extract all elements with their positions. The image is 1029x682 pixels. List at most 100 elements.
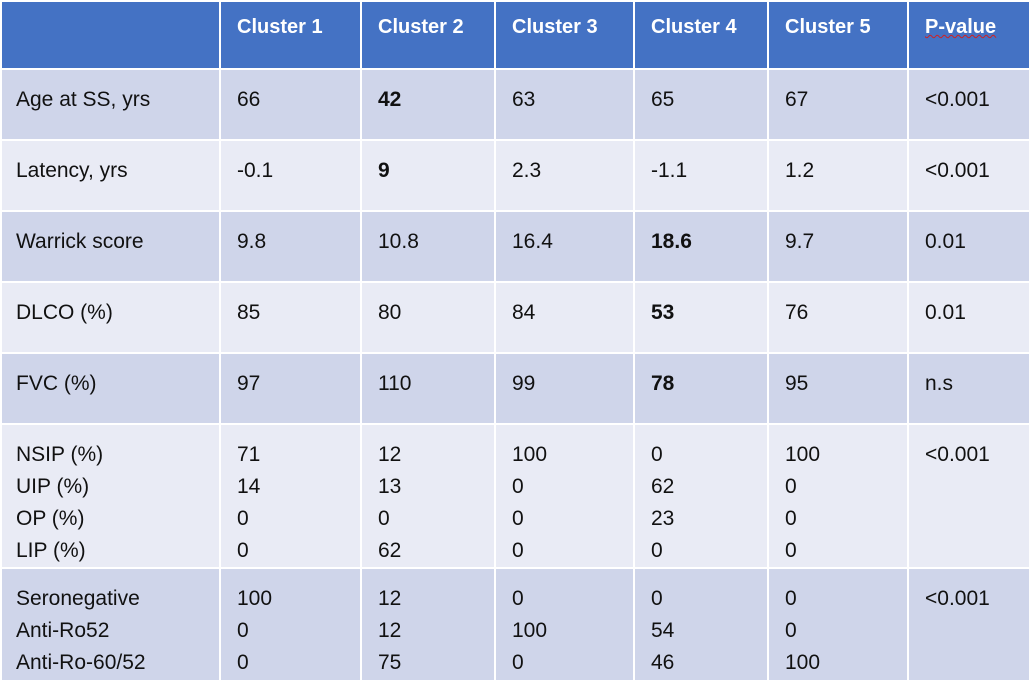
value-cell: 63 [494, 68, 635, 141]
value-cell: 0.01 [907, 281, 1029, 354]
row-label-cell: Seronegative Anti-Ro52 Anti-Ro-60/52 [0, 567, 221, 682]
cell-line: 0 [512, 651, 524, 674]
value-cell: 100 0 0 [219, 567, 362, 682]
cell-line: <0.001 [925, 587, 990, 610]
table-row: FVC (%) 97 110 99 78 95 n.s [0, 352, 1029, 425]
value-cell: -1.1 [633, 139, 769, 212]
row-label-cell: NSIP (%) UIP (%) OP (%) LIP (%) [0, 423, 221, 569]
cell-line: 54 [651, 619, 675, 642]
value-cell: 0 62 23 0 [633, 423, 769, 569]
header-cell: Cluster 3 [494, 0, 635, 70]
cell-line: 0 [785, 587, 797, 610]
value-cell: 16.4 [494, 210, 635, 283]
cell-text: 63 [512, 88, 536, 111]
cell-line: 100 [237, 587, 273, 610]
cell-text: 65 [651, 88, 675, 111]
header-text: P-value [925, 16, 997, 38]
header-cell: P-value [907, 0, 1029, 70]
value-cell: 42 [360, 68, 496, 141]
value-cell: <0.001 [907, 68, 1029, 141]
cell-line: 62 [651, 475, 675, 498]
cell-line: 0 [512, 507, 524, 530]
table-row: Latency, yrs -0.1 9 2.3 -1.1 1.2 <0.001 [0, 139, 1029, 212]
cell-text: 1.2 [785, 159, 815, 182]
cell-text: 9.7 [785, 230, 815, 253]
value-cell: 9.8 [219, 210, 362, 283]
value-cell: 78 [633, 352, 769, 425]
cell-line: 0 [237, 651, 249, 674]
cell-line: 0 [512, 587, 524, 610]
value-cell: 9.7 [767, 210, 909, 283]
cell-text: 10.8 [378, 230, 419, 253]
cell-line: 14 [237, 475, 261, 498]
table-row: Warrick score 9.8 10.8 16.4 18.6 9.7 0.01 [0, 210, 1029, 283]
cell-line: 13 [378, 475, 402, 498]
cell-text: 99 [512, 372, 536, 395]
value-cell: 10.8 [360, 210, 496, 283]
cell-text: 42 [378, 88, 402, 111]
header-cell: Cluster 4 [633, 0, 769, 70]
table-row: Seronegative Anti-Ro52 Anti-Ro-60/52 100 0 0 1… [0, 567, 1029, 682]
cell-line: NSIP (%) [16, 443, 104, 466]
value-cell: 65 [633, 68, 769, 141]
cell-line: 100 [785, 651, 821, 674]
row-label-cell: FVC (%) [0, 352, 221, 425]
cell-line: 100 [785, 443, 821, 466]
value-cell: 76 [767, 281, 909, 354]
cell-line: LIP (%) [16, 539, 86, 562]
value-cell: 100 0 0 0 [494, 423, 635, 569]
cell-text: 95 [785, 372, 809, 395]
cell-text: 9 [378, 159, 390, 182]
value-cell: 84 [494, 281, 635, 354]
cell-line: 0 [651, 587, 663, 610]
cell-line: 75 [378, 651, 402, 674]
cell-text: <0.001 [925, 88, 990, 111]
value-cell: 12 12 75 [360, 567, 496, 682]
table-body: Age at SS, yrs 66 42 63 65 67 <0.001 Latency, y… [0, 68, 1029, 682]
cell-text: DLCO (%) [16, 301, 113, 324]
cell-line: OP (%) [16, 507, 85, 530]
cell-line: Anti-Ro-60/52 [16, 651, 146, 674]
cell-line: 0 [237, 619, 249, 642]
cell-text: 18.6 [651, 230, 692, 253]
header-text: Cluster 1 [237, 16, 323, 38]
cell-text: Latency, yrs [16, 159, 128, 182]
value-cell: -0.1 [219, 139, 362, 212]
cell-text: -1.1 [651, 159, 688, 182]
cell-text: 78 [651, 372, 675, 395]
header-cell: Cluster 1 [219, 0, 362, 70]
value-cell: 18.6 [633, 210, 769, 283]
cell-line: 0 [378, 507, 390, 530]
cell-text: 9.8 [237, 230, 267, 253]
header-text: Cluster 4 [651, 16, 737, 38]
header-text: Cluster 5 [785, 16, 871, 38]
cell-text: 84 [512, 301, 536, 324]
header-cell: Cluster 2 [360, 0, 496, 70]
cell-text: 16.4 [512, 230, 553, 253]
value-cell: 12 13 0 62 [360, 423, 496, 569]
value-cell: 0.01 [907, 210, 1029, 283]
cell-line: Anti-Ro52 [16, 619, 110, 642]
cell-line: 0 [785, 507, 797, 530]
cell-text: 0.01 [925, 301, 966, 324]
value-cell: 80 [360, 281, 496, 354]
header-row: Cluster 1 Cluster 2 Cluster 3 Cluster 4 Clus… [0, 0, 1029, 70]
cell-line: 23 [651, 507, 675, 530]
table-row: NSIP (%) UIP (%) OP (%) LIP (%) 71 14 0 0 12 13 0 6… [0, 423, 1029, 569]
cell-line: 0 [785, 539, 797, 562]
row-label-cell: DLCO (%) [0, 281, 221, 354]
cell-line: 0 [785, 475, 797, 498]
cell-text: 67 [785, 88, 809, 111]
cell-text: Warrick score [16, 230, 144, 253]
header-text: Cluster 2 [378, 16, 464, 38]
cell-text: 85 [237, 301, 261, 324]
cell-text: 97 [237, 372, 261, 395]
row-label-cell: Age at SS, yrs [0, 68, 221, 141]
cell-line: 46 [651, 651, 675, 674]
table-row: Age at SS, yrs 66 42 63 65 67 <0.001 [0, 68, 1029, 141]
cell-text: 2.3 [512, 159, 542, 182]
value-cell: 99 [494, 352, 635, 425]
cell-line: 12 [378, 587, 402, 610]
value-cell: 100 0 0 0 [767, 423, 909, 569]
